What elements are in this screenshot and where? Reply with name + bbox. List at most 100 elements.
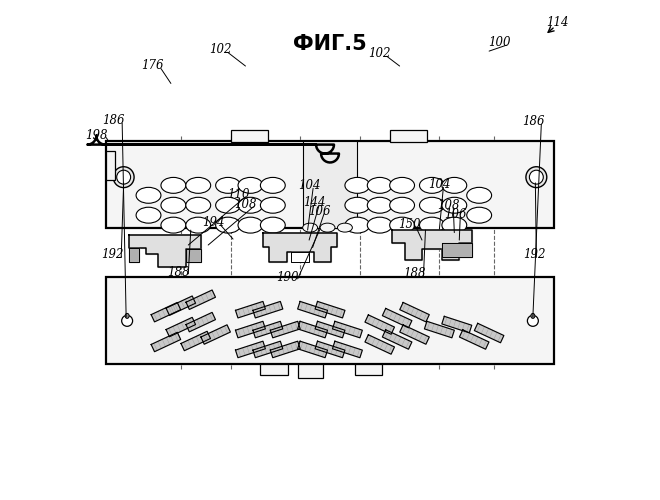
- Ellipse shape: [238, 178, 263, 194]
- Polygon shape: [263, 232, 337, 262]
- Polygon shape: [365, 335, 395, 354]
- Bar: [298, 364, 323, 378]
- Ellipse shape: [442, 217, 467, 233]
- Ellipse shape: [125, 314, 129, 318]
- Ellipse shape: [368, 178, 392, 194]
- Bar: [230, 130, 268, 141]
- Ellipse shape: [238, 198, 263, 213]
- Text: 194: 194: [202, 216, 224, 229]
- Polygon shape: [365, 315, 395, 334]
- Polygon shape: [186, 290, 215, 310]
- Polygon shape: [291, 252, 309, 262]
- Polygon shape: [201, 325, 230, 344]
- Ellipse shape: [121, 316, 133, 326]
- Polygon shape: [166, 296, 195, 316]
- Ellipse shape: [526, 166, 546, 188]
- Text: 186: 186: [102, 114, 125, 127]
- Text: 108: 108: [437, 198, 459, 212]
- Ellipse shape: [467, 207, 492, 223]
- Polygon shape: [186, 249, 201, 262]
- Ellipse shape: [529, 170, 543, 184]
- Text: 110: 110: [227, 188, 249, 201]
- Text: 188: 188: [403, 268, 426, 280]
- Polygon shape: [424, 322, 454, 338]
- Ellipse shape: [337, 223, 352, 232]
- Polygon shape: [442, 316, 472, 333]
- Polygon shape: [151, 332, 181, 351]
- Ellipse shape: [161, 217, 186, 233]
- Ellipse shape: [420, 178, 444, 194]
- Ellipse shape: [442, 198, 467, 213]
- Ellipse shape: [186, 217, 211, 233]
- Polygon shape: [186, 312, 215, 332]
- Ellipse shape: [261, 198, 285, 213]
- Polygon shape: [400, 325, 429, 344]
- Polygon shape: [181, 332, 211, 350]
- Polygon shape: [298, 322, 327, 338]
- Ellipse shape: [368, 217, 392, 233]
- Ellipse shape: [186, 178, 211, 194]
- Text: 114: 114: [546, 16, 569, 29]
- Bar: [355, 364, 382, 376]
- Ellipse shape: [186, 198, 211, 213]
- Ellipse shape: [420, 198, 444, 213]
- Text: 100: 100: [488, 36, 510, 49]
- Polygon shape: [333, 341, 362, 357]
- Text: 108: 108: [234, 198, 257, 211]
- Polygon shape: [315, 302, 345, 318]
- Ellipse shape: [320, 223, 335, 232]
- Ellipse shape: [261, 178, 285, 194]
- Ellipse shape: [531, 314, 535, 318]
- Polygon shape: [236, 302, 265, 318]
- Polygon shape: [315, 322, 345, 338]
- Text: 192: 192: [101, 248, 123, 262]
- Text: 198: 198: [85, 129, 108, 142]
- Polygon shape: [459, 330, 489, 349]
- Ellipse shape: [467, 188, 492, 204]
- Ellipse shape: [303, 223, 317, 232]
- Ellipse shape: [114, 166, 134, 188]
- Text: 190: 190: [277, 271, 299, 284]
- Ellipse shape: [238, 217, 263, 233]
- Polygon shape: [333, 322, 362, 338]
- Text: 176: 176: [141, 58, 163, 71]
- Ellipse shape: [136, 207, 161, 223]
- Polygon shape: [271, 341, 300, 357]
- Text: 104: 104: [428, 178, 451, 191]
- Text: 144: 144: [303, 196, 325, 209]
- Text: 186: 186: [523, 115, 545, 128]
- Ellipse shape: [216, 217, 240, 233]
- Bar: [261, 364, 288, 376]
- Polygon shape: [475, 324, 504, 342]
- Polygon shape: [236, 341, 265, 357]
- Ellipse shape: [345, 217, 370, 233]
- Polygon shape: [382, 330, 412, 349]
- Ellipse shape: [216, 178, 240, 194]
- Ellipse shape: [161, 198, 186, 213]
- Polygon shape: [315, 341, 345, 357]
- Polygon shape: [382, 308, 412, 328]
- Text: 150: 150: [398, 218, 421, 230]
- Text: 102: 102: [368, 47, 391, 60]
- Text: 106: 106: [308, 204, 330, 218]
- Polygon shape: [166, 318, 195, 337]
- Ellipse shape: [389, 178, 414, 194]
- Bar: [389, 130, 427, 141]
- Polygon shape: [253, 302, 282, 318]
- Ellipse shape: [117, 170, 131, 184]
- Polygon shape: [253, 341, 282, 357]
- Bar: [106, 150, 116, 180]
- Ellipse shape: [389, 198, 414, 213]
- Polygon shape: [129, 248, 139, 262]
- Ellipse shape: [389, 217, 414, 233]
- Polygon shape: [298, 341, 327, 357]
- Polygon shape: [392, 230, 472, 260]
- Polygon shape: [271, 322, 300, 338]
- Text: 102: 102: [209, 43, 232, 56]
- Text: ФИГ.5: ФИГ.5: [293, 34, 367, 54]
- Polygon shape: [298, 302, 327, 318]
- Bar: [106, 278, 554, 364]
- Ellipse shape: [161, 178, 186, 194]
- Polygon shape: [442, 242, 472, 258]
- Ellipse shape: [136, 188, 161, 204]
